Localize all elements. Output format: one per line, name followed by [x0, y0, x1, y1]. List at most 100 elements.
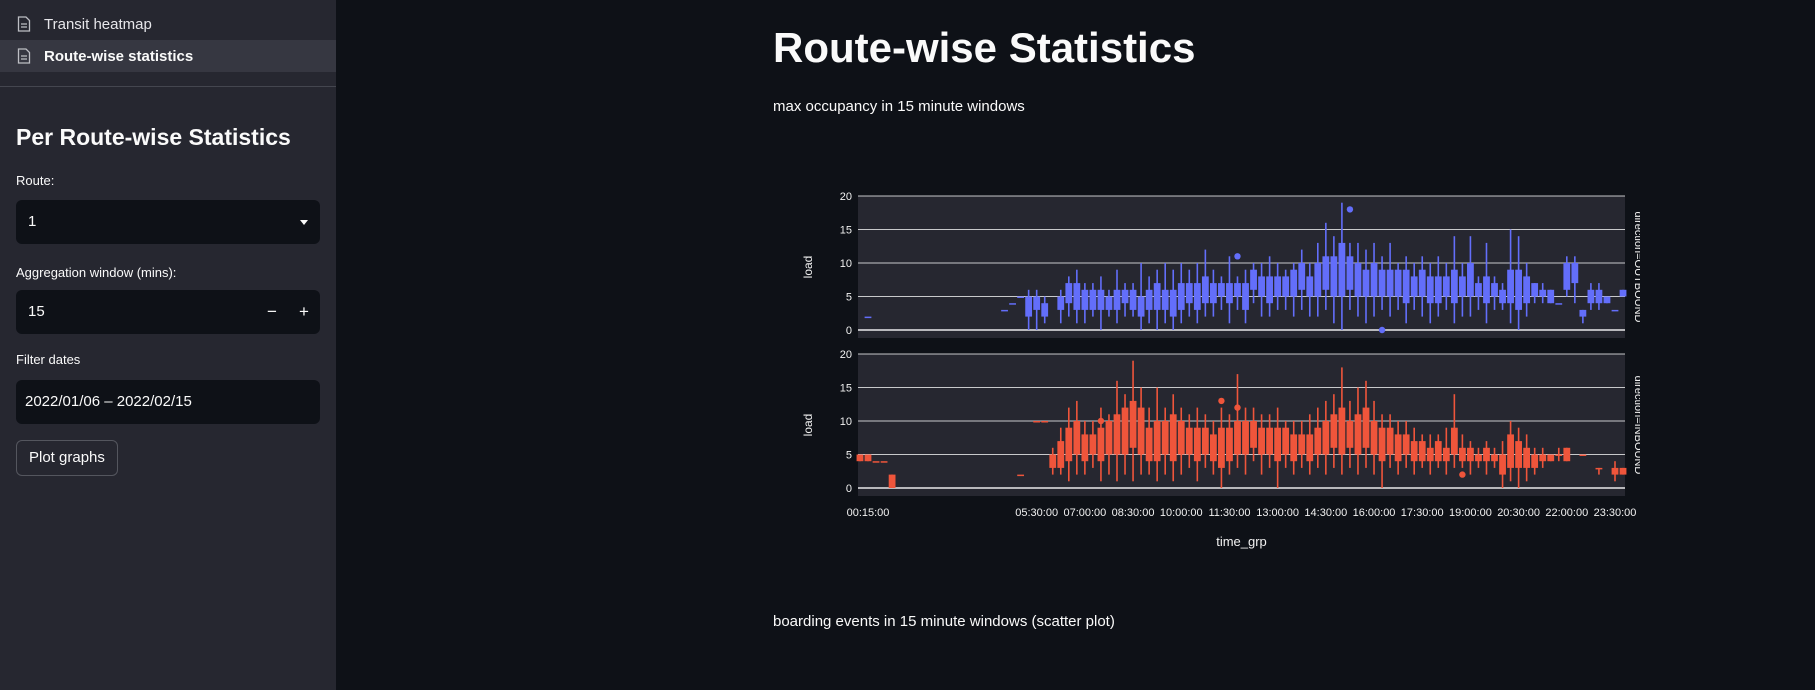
route-label: Route:	[16, 173, 55, 188]
y-tick-label: 5	[846, 450, 852, 462]
box	[1531, 283, 1539, 297]
occupancy-caption: max occupancy in 15 minute windows	[773, 98, 1025, 115]
box	[1282, 427, 1290, 455]
facet-label: direction=OUTBOUND	[1632, 212, 1640, 323]
box	[1153, 421, 1161, 462]
outlier-point	[1234, 404, 1241, 411]
x-tick-label: 16:00:00	[1353, 507, 1396, 519]
box	[1467, 263, 1474, 297]
x-tick-label: 13:00:00	[1256, 507, 1299, 519]
box	[1017, 474, 1025, 477]
x-tick-label: 08:30:00	[1112, 507, 1155, 519]
box	[1185, 283, 1193, 304]
box	[880, 461, 888, 463]
date-range-input[interactable]: 2022/01/06 – 2022/02/15	[16, 380, 320, 424]
box	[1322, 256, 1330, 290]
box	[1282, 276, 1290, 297]
box	[1089, 434, 1097, 455]
box	[1065, 427, 1073, 462]
box	[1587, 289, 1595, 304]
box	[1017, 296, 1025, 298]
box	[1298, 263, 1306, 290]
box	[1234, 421, 1241, 455]
box	[1595, 467, 1603, 470]
box	[1386, 427, 1394, 455]
box	[1475, 283, 1482, 297]
box	[1523, 447, 1531, 468]
x-tick-label: 19:00:00	[1449, 507, 1492, 519]
box	[1226, 427, 1233, 462]
box	[1041, 303, 1049, 317]
box	[1322, 421, 1330, 455]
box	[1306, 276, 1314, 297]
box	[1218, 427, 1225, 468]
box	[856, 454, 864, 462]
box	[1386, 269, 1394, 297]
box	[1370, 263, 1378, 297]
box	[1458, 276, 1466, 297]
box	[1234, 283, 1241, 297]
box	[1555, 303, 1563, 305]
box	[1579, 309, 1587, 317]
y-tick-label: 20	[840, 349, 852, 361]
box	[1450, 427, 1458, 455]
box	[1523, 276, 1531, 304]
box	[1354, 414, 1362, 455]
box	[1475, 454, 1482, 462]
box	[1129, 400, 1137, 448]
box	[1274, 276, 1282, 297]
box	[1314, 263, 1322, 297]
box	[1025, 296, 1033, 317]
aggregation-value: 15	[28, 303, 45, 320]
nav-item-route-wise-statistics[interactable]: Route-wise statistics	[0, 40, 336, 72]
y-axis-label: load	[801, 414, 815, 437]
box	[1161, 421, 1169, 455]
facet-label: direction=INBOUND	[1632, 376, 1640, 475]
outlier-point	[1097, 417, 1105, 425]
nav-label: Route-wise statistics	[44, 48, 194, 65]
x-tick-label: 20:30:00	[1497, 507, 1540, 519]
box	[1226, 283, 1233, 304]
box	[1073, 283, 1081, 310]
nav-label: Transit heatmap	[44, 16, 152, 33]
box	[1402, 269, 1410, 304]
increment-button[interactable]: +	[299, 302, 309, 321]
box	[1579, 454, 1587, 456]
nav-item-transit-heatmap[interactable]: Transit heatmap	[0, 8, 336, 40]
box	[1515, 269, 1523, 310]
box	[1354, 263, 1362, 297]
box	[1081, 434, 1089, 462]
route-select[interactable]: 1	[16, 200, 320, 244]
box	[1314, 427, 1322, 455]
box	[1563, 447, 1571, 462]
box	[1129, 289, 1137, 310]
box	[1081, 289, 1089, 310]
box	[1274, 427, 1282, 462]
date-range-value: 2022/01/06 – 2022/02/15	[25, 393, 192, 410]
outlier-point	[1234, 253, 1241, 260]
box	[1137, 407, 1145, 455]
box	[1097, 427, 1105, 462]
plot-graphs-button[interactable]: Plot graphs	[16, 440, 118, 476]
box	[1145, 427, 1153, 462]
y-tick-label: 0	[846, 325, 852, 337]
box	[1611, 467, 1619, 475]
decrement-button[interactable]: −	[267, 302, 277, 321]
sidebar-divider	[0, 86, 336, 87]
occupancy-box-chart: 0 5 10 15 20 load direction=OUTBOUND 0 5 10 15 20 lo…	[801, 191, 1640, 549]
x-tick-label: 10:00:00	[1160, 507, 1203, 519]
x-tick-label: 17:30:00	[1401, 507, 1444, 519]
box	[1209, 434, 1217, 462]
box	[1458, 447, 1466, 462]
sidebar: Transit heatmap Route-wise statistics Pe…	[0, 0, 336, 690]
box	[1483, 276, 1490, 304]
y-tick-label: 5	[846, 292, 852, 304]
boarding-caption: boarding events in 15 minute windows (sc…	[773, 613, 1115, 630]
box	[1153, 283, 1161, 310]
box	[1426, 276, 1434, 304]
box	[1330, 256, 1338, 297]
box	[1033, 421, 1041, 423]
aggregation-window-input[interactable]: 15 − +	[16, 290, 320, 334]
box	[1250, 269, 1257, 290]
box	[1177, 421, 1185, 455]
